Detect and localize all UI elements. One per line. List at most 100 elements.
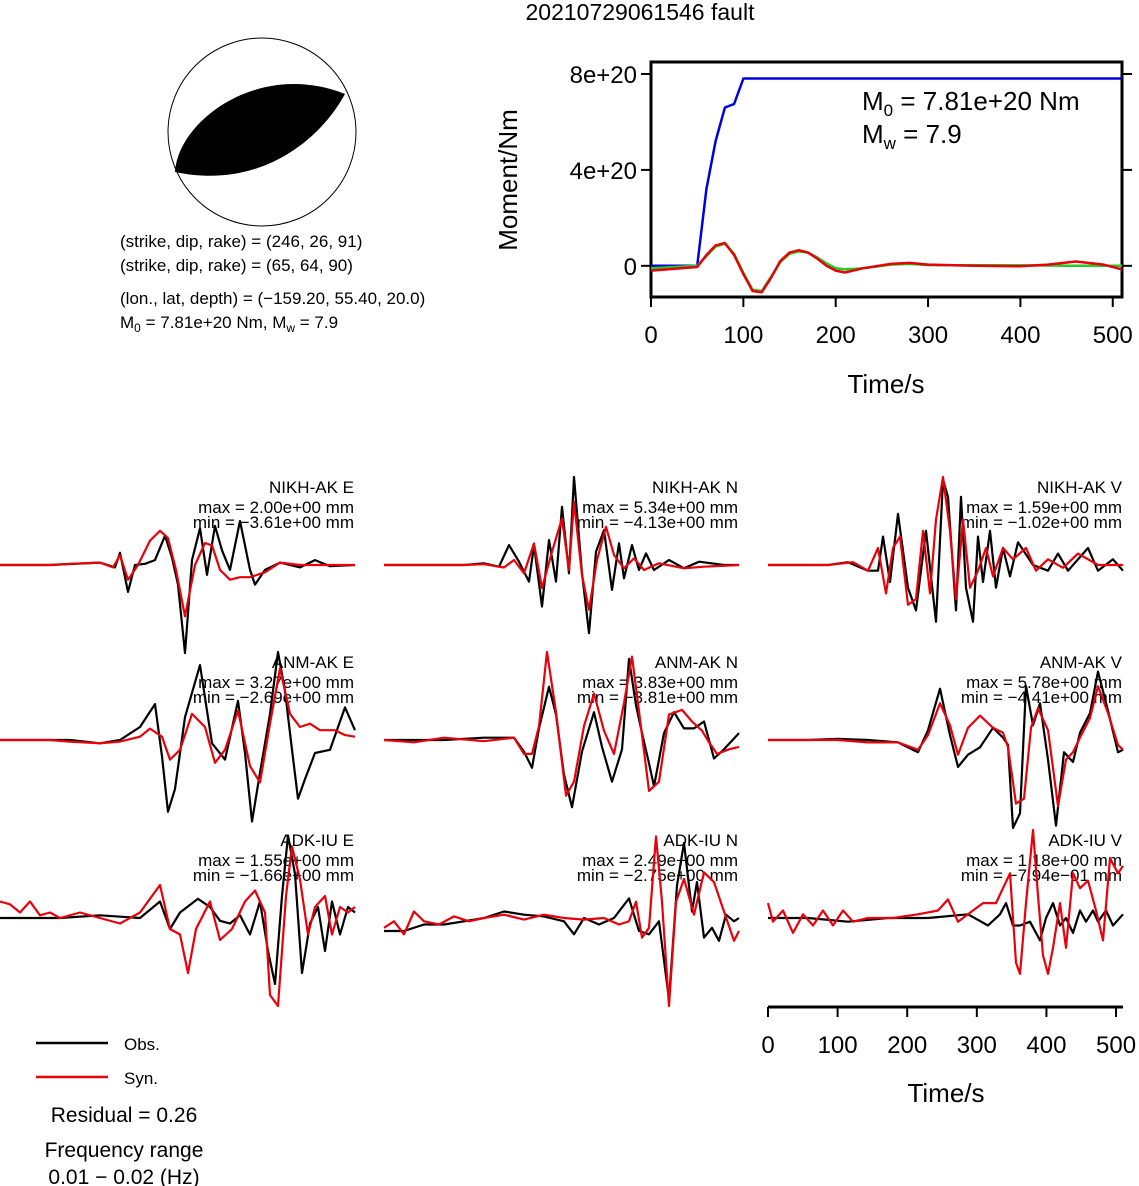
moment-x-tick-label: 0 [644, 322, 657, 349]
moment-x-axis-label: Time/s [847, 369, 924, 399]
waveform-time-axis: 0 100 200 300 400 500 [761, 1005, 1136, 1059]
waveform-x-tick-label: 500 [1096, 1032, 1136, 1059]
moment-annotation-m0-value: = 7.81e+20 Nm [893, 86, 1079, 116]
moment-x-tick-label: 400 [1000, 322, 1040, 349]
m0-subscript: 0 [134, 321, 141, 335]
waveform-x-axis-label: Time/s [907, 1078, 984, 1108]
station-label: ANM-AK N [655, 653, 738, 672]
moment-x-tick-label: 100 [723, 322, 763, 349]
station-min: min = −7.94e−01 mm [961, 866, 1122, 885]
observed-trace [768, 902, 1124, 942]
legend-obs-label: Obs. [124, 1035, 160, 1054]
station-max: max = 3.83e+00 mm [582, 673, 738, 692]
moment-series-2 [650, 242, 1122, 293]
moment-annotation-m0-symbol: M [862, 86, 884, 116]
station-label: NIKH-AK N [652, 478, 738, 497]
moment-annotation-mw: Mw = 7.9 [862, 119, 962, 153]
waveform-x-tick-label: 0 [761, 1032, 774, 1059]
mw-subscript: w [285, 321, 295, 335]
moment-y-tick-label: 4e+20 [570, 158, 637, 185]
station-min: min = −1.66e+00 mm [193, 866, 354, 885]
station-label: NIKH-AK E [269, 478, 354, 497]
observed-trace [384, 475, 739, 635]
station-label: ADK-IU E [280, 831, 354, 850]
station-min: min = −4.13e+00 mm [577, 513, 738, 532]
observed-trace [384, 841, 740, 1001]
moment-y-tick-label: 0 [624, 254, 637, 281]
station-max: max = 5.34e+00 mm [582, 498, 738, 517]
station-max: max = 1.18e+00 mm [966, 851, 1122, 870]
compressional-quadrant [175, 84, 345, 176]
synthetic-trace [768, 475, 1123, 606]
nodal-plane-2: (strike, dip, rake) = (65, 64, 90) [120, 256, 353, 275]
station-label: ANM-AK E [272, 653, 354, 672]
synthetic-trace [384, 500, 740, 611]
station-max: max = 1.55e+00 mm [198, 851, 354, 870]
moment-x-tick-label: 500 [1093, 322, 1133, 349]
station-min: min = −2.69e+00 mm [193, 688, 354, 707]
waveform-x-tick-label: 200 [887, 1032, 927, 1059]
moment-annotation-m0: M0 = 7.81e+20 Nm [862, 86, 1080, 120]
legend-syn-label: Syn. [124, 1069, 158, 1088]
moment-x-tick-label: 200 [816, 322, 856, 349]
station-min: min = −3.81e+00 mm [577, 688, 738, 707]
synthetic-trace [0, 667, 356, 784]
moment-magnitude-line: M0 = 7.81e+20 Nm, Mw = 7.9 [120, 313, 338, 335]
m0-symbol: M [120, 313, 134, 332]
moment-y-axis-label: Moment/Nm [493, 109, 523, 251]
mw-value: = 7.9 [295, 313, 338, 332]
observed-trace [768, 478, 1124, 623]
station-label: ANM-AK V [1040, 653, 1123, 672]
station-min: min = −2.75e+00 mm [577, 866, 738, 885]
hypocenter-location: (lon., lat, depth) = (−159.20, 55.40, 20… [120, 289, 425, 308]
moment-series-1 [651, 77, 1122, 268]
observed-trace [0, 519, 356, 655]
station-max: max = 2.00e+00 mm [198, 498, 354, 517]
station-min: min = −4.41e+00 mm [961, 688, 1122, 707]
m0-value: = 7.81e+20 Nm, M [141, 313, 287, 332]
figure-title: 20210729061546 fault [526, 0, 756, 25]
moment-annotation-mw-symbol: M [862, 119, 884, 149]
station-max: max = 1.59e+00 mm [966, 498, 1122, 517]
moment-x-tick-label: 300 [908, 322, 948, 349]
beachball [167, 37, 357, 227]
station-max: max = 2.49e+00 mm [582, 851, 738, 870]
station-min: min = −1.02e+00 mm [961, 513, 1122, 532]
waveform-x-tick-label: 300 [957, 1032, 997, 1059]
synthetic-trace [766, 828, 1124, 975]
residual-value: Residual = 0.26 [51, 1104, 198, 1127]
legend: Obs. Syn. Residual = 0.26 Frequency rang… [36, 1035, 203, 1186]
synthetic-trace [768, 685, 1124, 808]
observed-trace [768, 670, 1124, 830]
frequency-range-title: Frequency range [45, 1139, 204, 1162]
moment-series-3 [650, 241, 1123, 294]
station-max: max = 3.27e+00 mm [198, 673, 354, 692]
station-label: NIKH-AK V [1037, 478, 1123, 497]
moment-chart: 0 100 200 300 400 500 0 4e+20 8e+20 Moment/Nm Ti… [493, 60, 1133, 399]
moment-annotation-mw-value: = 7.9 [896, 119, 962, 149]
synthetic-trace [0, 529, 355, 618]
nodal-plane-1: (strike, dip, rake) = (246, 26, 91) [120, 232, 362, 251]
synthetic-trace [383, 835, 740, 1008]
synthetic-trace [0, 845, 356, 1008]
moment-annotation-mw-subscript: w [883, 134, 897, 153]
station-max: max = 5.78e+00 mm [966, 673, 1122, 692]
waveform-x-tick-label: 400 [1026, 1032, 1066, 1059]
moment-annotation-m0-subscript: 0 [884, 101, 893, 120]
waveform-x-tick-label: 100 [818, 1032, 858, 1059]
mechanism-info: (strike, dip, rake) = (246, 26, 91) (str… [120, 232, 425, 335]
station-label: ADK-IU V [1048, 831, 1122, 850]
moment-y-tick-label: 8e+20 [570, 62, 637, 89]
station-label: ADK-IU N [663, 831, 738, 850]
synthetic-trace [383, 650, 740, 797]
station-min: min = −3.61e+00 mm [193, 513, 354, 532]
frequency-range-value: 0.01 − 0.02 (Hz) [48, 1166, 199, 1186]
